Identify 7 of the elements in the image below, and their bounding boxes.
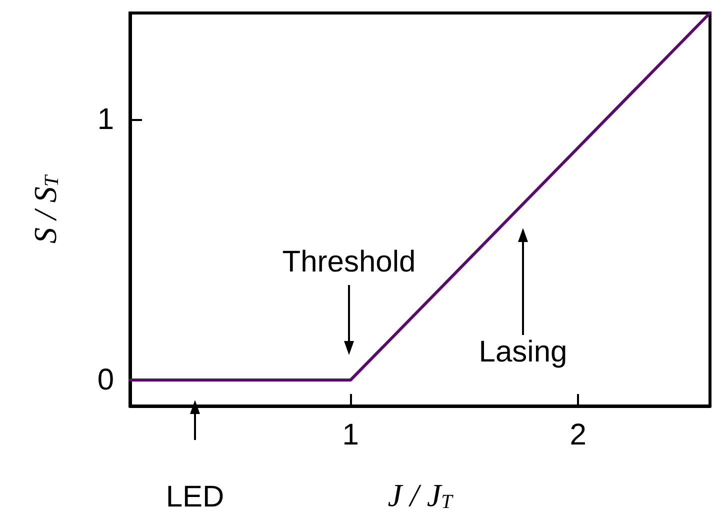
annotation: Threshold bbox=[282, 246, 416, 278]
x-tick-label: 2 bbox=[570, 418, 586, 452]
y-tick-label: 0 bbox=[97, 363, 114, 396]
y-axis-title: S / ST bbox=[27, 174, 63, 244]
x-axis-title: J / JT bbox=[388, 477, 454, 513]
text: LED bbox=[166, 480, 224, 514]
annotation: Lasing bbox=[478, 336, 568, 368]
